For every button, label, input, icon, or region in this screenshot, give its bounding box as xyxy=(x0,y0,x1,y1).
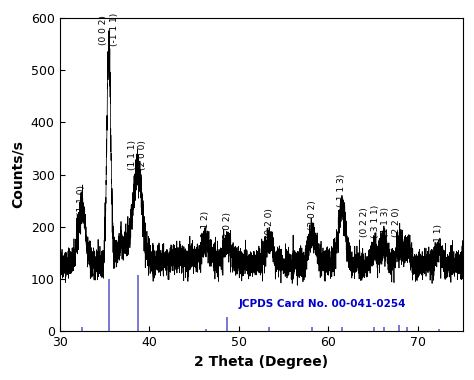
Text: (1 1 1)
(2 0 0): (1 1 1) (2 0 0) xyxy=(128,140,147,170)
Text: (-1 1 3): (-1 1 3) xyxy=(337,174,346,207)
X-axis label: 2 Theta (Degree): 2 Theta (Degree) xyxy=(194,355,328,369)
Text: JCPDS Card No. 00-041-0254: JCPDS Card No. 00-041-0254 xyxy=(239,299,406,309)
Text: (-1 1 2): (-1 1 2) xyxy=(201,211,210,244)
Text: (-2 0 2): (-2 0 2) xyxy=(223,212,232,245)
Text: (2 0 2): (2 0 2) xyxy=(308,201,317,231)
Text: (0 2 0): (0 2 0) xyxy=(265,209,274,238)
Text: (3 1 1): (3 1 1) xyxy=(434,224,443,254)
Text: (1 1 0): (1 1 0) xyxy=(77,185,86,215)
Text: (0 2 2)
(-3 1 1)
(1 1 3)
(2 2 0): (0 2 2) (-3 1 1) (1 1 3) (2 2 0) xyxy=(360,205,401,238)
Text: (0 0 2)
(-1 1 1): (0 0 2) (-1 1 1) xyxy=(99,13,118,46)
Y-axis label: Counts/s: Counts/s xyxy=(11,141,25,209)
